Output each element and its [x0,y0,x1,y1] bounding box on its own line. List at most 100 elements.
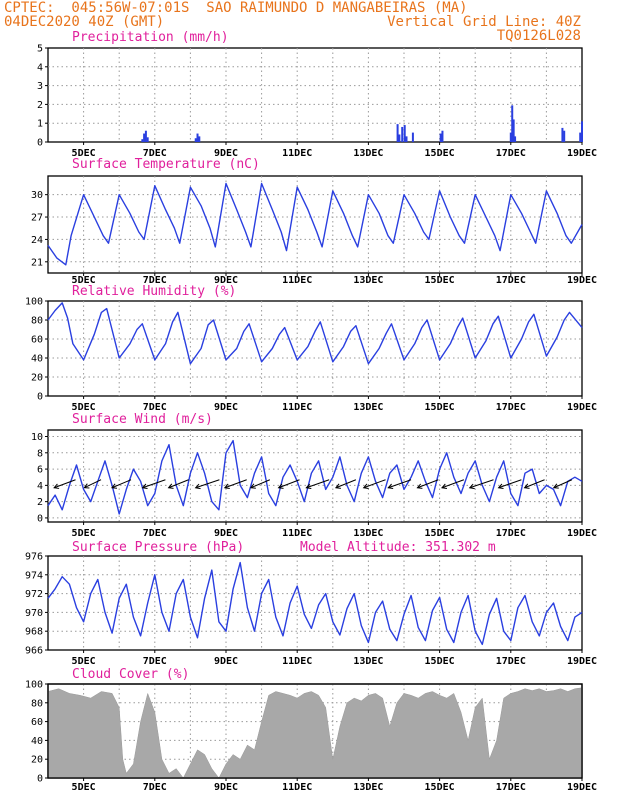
x-tick-label: 7DEC [143,528,167,539]
wind-arrowhead [167,483,174,489]
x-tick-label: 5DEC [72,402,96,413]
x-tick-label: 5DEC [72,782,96,793]
y-tick-label: 100 [25,297,43,308]
wind-vector [469,479,494,489]
y-tick-label: 4 [37,62,43,73]
x-tick-label: 11DEC [282,148,312,159]
wind-arrowhead [334,483,341,489]
cloud-area [47,687,583,779]
x-tick-label: 13DEC [353,528,383,539]
x-tick-label: 9DEC [214,148,238,159]
panel-4 [45,555,583,653]
x-tick-label: 15DEC [425,402,455,413]
precip-bar [563,130,566,142]
precip-bar [509,132,512,142]
wind-arrowhead [305,483,312,490]
x-tick-label: 7DEC [143,782,167,793]
precip-bar [441,130,444,142]
x-tick-label: 5DEC [72,148,96,159]
x-tick-label: 17DEC [496,528,526,539]
panel-frame [47,300,583,397]
x-tick-label: 17DEC [496,782,526,793]
panel-1 [45,175,583,276]
x-tick-label: 11DEC [282,275,312,286]
x-tick-label: 11DEC [282,402,312,413]
wind-vector [441,479,465,489]
x-tick-label: 9DEC [214,782,238,793]
wind-vector [335,479,357,489]
x-tick-label: 15DEC [425,656,455,667]
y-tick-label: 1 [37,119,43,130]
y-tick-label: 968 [25,627,43,638]
x-tick-label: 15DEC [425,528,455,539]
panel-title: Surface Temperature (nC) [72,157,260,172]
precip-bar [439,133,442,142]
precip-bar [405,136,408,142]
precip-bar [198,136,201,142]
wind-arrowhead [194,483,201,490]
wind-vector [53,479,76,489]
y-tick-label: 3 [37,81,43,92]
wind-arrowhead [441,483,448,489]
panel-frame [47,175,583,274]
x-tick-label: 5DEC [72,275,96,286]
wind-vector [142,479,166,489]
precip-bar [194,138,197,142]
wind-vector [524,479,545,489]
wind-arrowhead [249,483,256,489]
precip-bar [144,130,147,142]
panel-title: Surface Pressure (hPa) [72,540,244,555]
panel-frame [47,47,583,143]
date-header: 04DEC2020 40Z (GMT) [4,14,165,30]
precip-bar [514,136,517,142]
x-tick-label: 13DEC [353,275,383,286]
y-tick-label: 20 [31,373,43,384]
x-tick-label: 19DEC [567,275,597,286]
x-tick-label: 13DEC [353,782,383,793]
x-tick-label: 19DEC [567,402,597,413]
y-tick-label: 0 [37,774,43,785]
x-tick-label: 13DEC [353,656,383,667]
panel-0 [45,47,583,145]
x-tick-label: 7DEC [143,402,167,413]
y-tick-label: 10 [31,432,43,443]
y-tick-label: 966 [25,646,43,657]
x-tick-label: 15DEC [425,275,455,286]
x-tick-label: 15DEC [425,782,455,793]
wind-arrowhead [111,483,118,489]
y-tick-label: 4 [37,481,43,492]
x-tick-label: 17DEC [496,656,526,667]
x-tick-label: 17DEC [496,275,526,286]
y-tick-label: 0 [37,138,43,149]
x-tick-label: 17DEC [496,402,526,413]
x-tick-label: 15DEC [425,148,455,159]
wind-arrowhead [277,483,284,489]
wind-vector [388,479,412,489]
wind-vector [224,479,247,489]
y-tick-label: 970 [25,608,43,619]
x-tick-label: 9DEC [214,528,238,539]
series-line [47,439,583,515]
wind-vector [306,479,330,489]
y-tick-label: 40 [31,736,43,747]
x-tick-label: 11DEC [282,782,312,793]
series-line [47,182,583,266]
x-tick-label: 7DEC [143,148,167,159]
precip-bar [143,133,146,142]
precip-bar [511,105,514,142]
x-tick-label: 19DEC [567,528,597,539]
model-header: TQ0126L028 [496,28,581,44]
y-tick-label: 0 [37,392,43,403]
precip-bar [401,126,404,142]
panel-frame [47,555,583,651]
y-tick-label: 8 [37,448,43,459]
y-tick-label: 21 [31,257,43,268]
y-tick-label: 20 [31,755,43,766]
x-tick-label: 5DEC [72,656,96,667]
precip-bar [396,124,399,142]
precip-bar [196,133,199,142]
panel-2 [45,300,583,399]
wind-vector [498,479,522,489]
precip-bar [581,121,583,142]
